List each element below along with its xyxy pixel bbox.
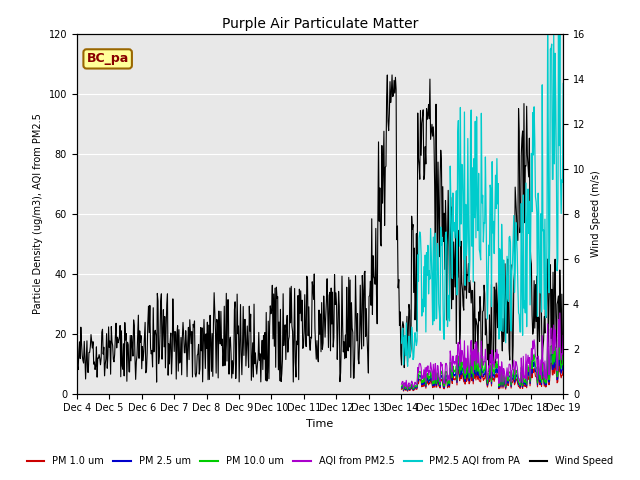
Title: Purple Air Particulate Matter: Purple Air Particulate Matter <box>222 17 418 31</box>
Legend: PM 1.0 um, PM 2.5 um, PM 10.0 um, AQI from PM2.5, PM2.5 AQI from PA, Wind Speed: PM 1.0 um, PM 2.5 um, PM 10.0 um, AQI fr… <box>23 453 617 470</box>
Y-axis label: Particle Density (ug/m3), AQI from PM2.5: Particle Density (ug/m3), AQI from PM2.5 <box>33 113 43 314</box>
X-axis label: Time: Time <box>307 419 333 429</box>
Text: BC_pa: BC_pa <box>86 52 129 65</box>
Y-axis label: Wind Speed (m/s): Wind Speed (m/s) <box>591 170 601 257</box>
